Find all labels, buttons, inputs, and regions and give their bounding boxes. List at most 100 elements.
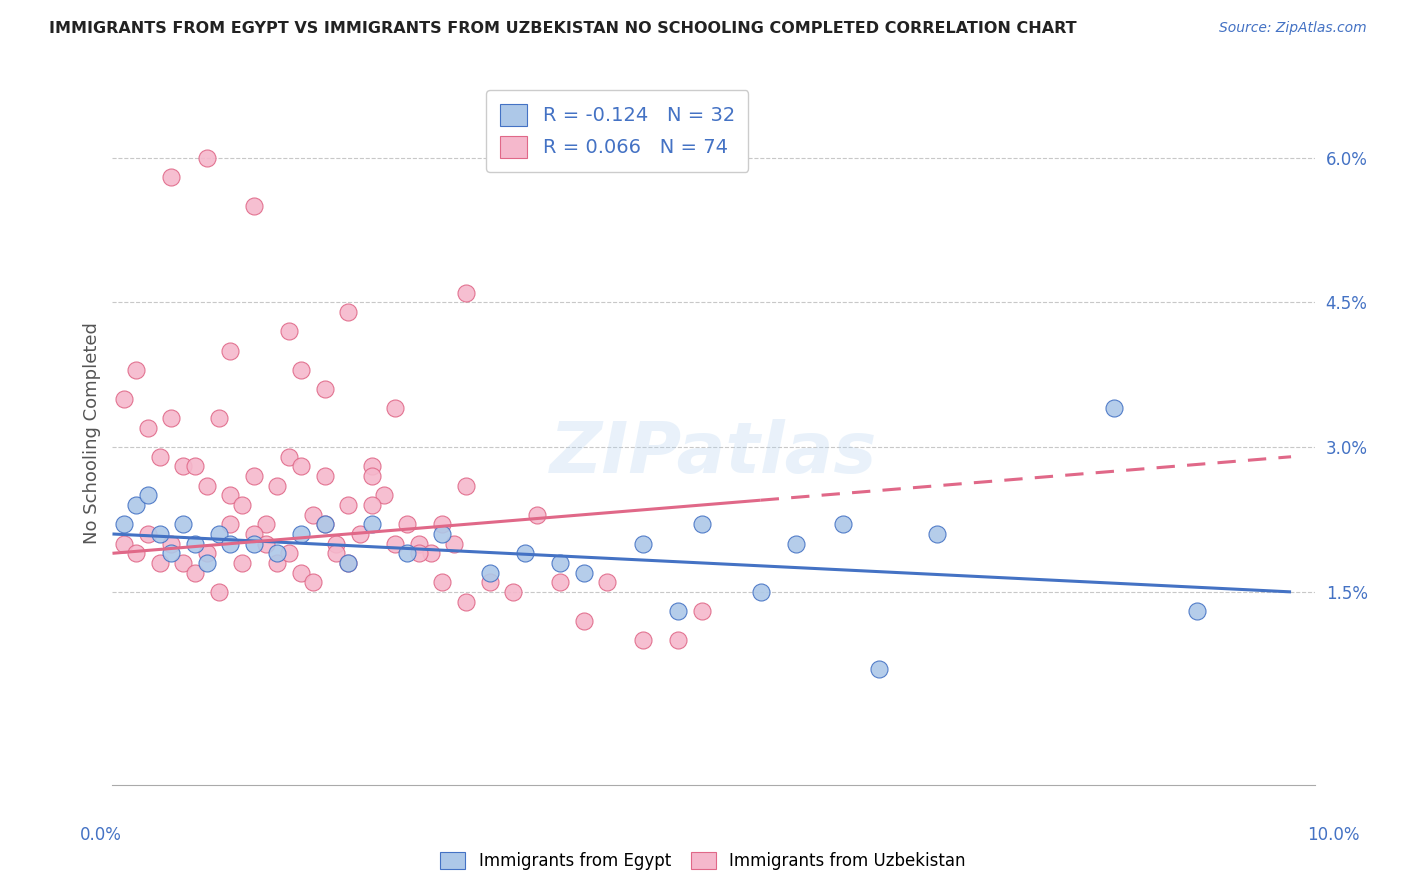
Text: 10.0%: 10.0% xyxy=(1306,826,1360,844)
Point xyxy=(195,479,218,493)
Point xyxy=(278,546,301,560)
Point xyxy=(337,498,360,512)
Point xyxy=(314,517,336,532)
Point xyxy=(314,382,336,396)
Point xyxy=(432,527,454,541)
Point xyxy=(290,566,312,580)
Point xyxy=(172,556,194,570)
Point xyxy=(666,604,689,618)
Point xyxy=(314,469,336,483)
Legend: R = -0.124   N = 32, R = 0.066   N = 74: R = -0.124 N = 32, R = 0.066 N = 74 xyxy=(486,90,748,172)
Point xyxy=(408,546,430,560)
Point xyxy=(572,566,595,580)
Point xyxy=(195,556,218,570)
Point xyxy=(454,594,477,608)
Point xyxy=(160,411,183,425)
Text: ZIPatlas: ZIPatlas xyxy=(550,419,877,488)
Point xyxy=(1104,401,1126,416)
Point xyxy=(396,546,419,560)
Point xyxy=(396,517,419,532)
Point xyxy=(278,324,301,338)
Point xyxy=(243,536,266,550)
Text: 0.0%: 0.0% xyxy=(80,826,122,844)
Point xyxy=(219,517,242,532)
Point xyxy=(160,169,183,184)
Point xyxy=(337,556,360,570)
Point xyxy=(112,536,135,550)
Point xyxy=(278,450,301,464)
Point xyxy=(550,575,572,590)
Point xyxy=(219,536,242,550)
Point xyxy=(125,363,148,377)
Point xyxy=(136,488,159,502)
Text: IMMIGRANTS FROM EGYPT VS IMMIGRANTS FROM UZBEKISTAN NO SCHOOLING COMPLETED CORRE: IMMIGRANTS FROM EGYPT VS IMMIGRANTS FROM… xyxy=(49,21,1077,36)
Point xyxy=(927,527,949,541)
Point xyxy=(302,508,325,522)
Point xyxy=(266,546,288,560)
Point xyxy=(337,305,360,319)
Point xyxy=(631,536,654,550)
Point xyxy=(172,517,194,532)
Point xyxy=(785,536,807,550)
Point xyxy=(572,614,595,628)
Point xyxy=(160,536,183,550)
Point xyxy=(290,363,312,377)
Point xyxy=(337,556,360,570)
Point xyxy=(184,459,207,474)
Point xyxy=(231,498,253,512)
Point xyxy=(112,517,135,532)
Point xyxy=(384,536,406,550)
Point xyxy=(290,459,312,474)
Point xyxy=(195,546,218,560)
Point xyxy=(454,479,477,493)
Point xyxy=(184,566,207,580)
Point xyxy=(832,517,855,532)
Point xyxy=(325,536,347,550)
Legend: Immigrants from Egypt, Immigrants from Uzbekistan: Immigrants from Egypt, Immigrants from U… xyxy=(433,845,973,877)
Point xyxy=(631,633,654,648)
Point xyxy=(596,575,619,590)
Point xyxy=(478,575,501,590)
Point xyxy=(349,527,371,541)
Point xyxy=(749,585,772,599)
Point xyxy=(290,527,312,541)
Point xyxy=(172,459,194,474)
Point xyxy=(384,401,406,416)
Point xyxy=(419,546,441,560)
Point xyxy=(125,498,148,512)
Point xyxy=(149,527,172,541)
Point xyxy=(149,450,172,464)
Point xyxy=(408,536,430,550)
Point xyxy=(360,459,382,474)
Point xyxy=(690,517,713,532)
Point xyxy=(360,469,382,483)
Point xyxy=(136,527,159,541)
Point xyxy=(243,527,266,541)
Point xyxy=(526,508,548,522)
Point xyxy=(231,556,253,570)
Point xyxy=(207,411,229,425)
Point xyxy=(136,421,159,435)
Point xyxy=(513,546,536,560)
Point xyxy=(125,546,148,560)
Point xyxy=(195,151,218,165)
Point xyxy=(266,556,288,570)
Point xyxy=(666,633,689,648)
Point xyxy=(219,343,242,358)
Point xyxy=(360,498,382,512)
Point xyxy=(112,392,135,406)
Point xyxy=(502,585,524,599)
Point xyxy=(432,575,454,590)
Point xyxy=(243,469,266,483)
Point xyxy=(325,546,347,560)
Point xyxy=(207,585,229,599)
Y-axis label: No Schooling Completed: No Schooling Completed xyxy=(83,322,101,543)
Point xyxy=(360,517,382,532)
Point xyxy=(266,479,288,493)
Point xyxy=(550,556,572,570)
Point xyxy=(868,662,890,676)
Point xyxy=(149,556,172,570)
Point xyxy=(207,527,229,541)
Point xyxy=(160,546,183,560)
Point xyxy=(443,536,465,550)
